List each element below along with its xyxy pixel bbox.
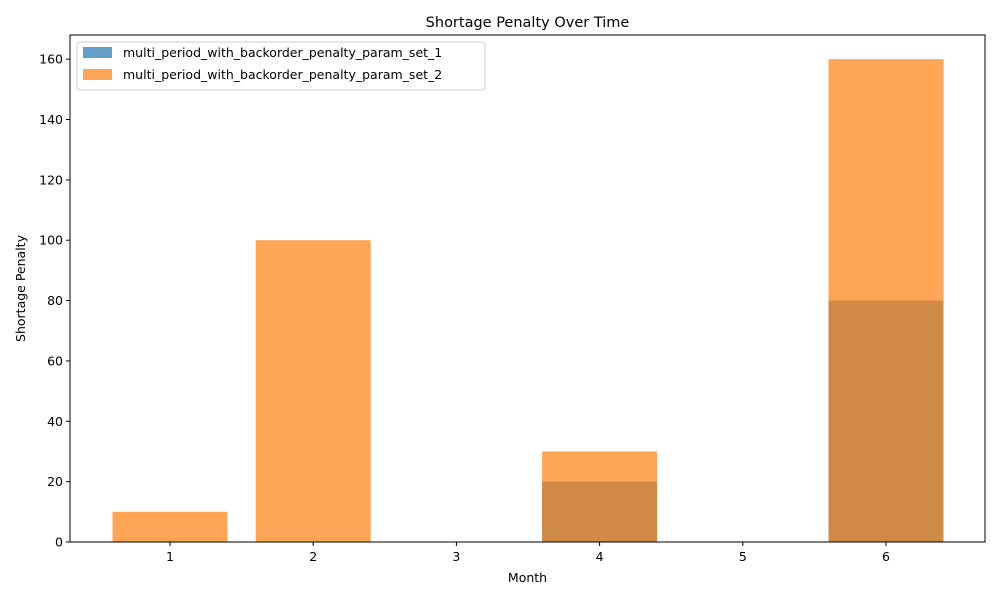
x-tick-label: 2 [309, 549, 317, 564]
bar-series-2-month-1 [112, 511, 228, 542]
y-tick-label: 60 [47, 353, 63, 368]
legend: multi_period_with_backorder_penalty_para… [76, 41, 486, 91]
legend-label-series-2: multi_period_with_backorder_penalty_para… [123, 67, 442, 82]
bars-layer [112, 59, 944, 542]
y-tick-label: 160 [39, 52, 63, 67]
y-tick-label: 80 [47, 293, 63, 308]
x-tick-label: 5 [739, 549, 747, 564]
y-axis-label: Shortage Penalty [13, 234, 28, 342]
legend-label-series-1: multi_period_with_backorder_penalty_para… [123, 45, 442, 60]
y-tick-label: 140 [39, 112, 63, 127]
x-tick-label: 1 [166, 549, 174, 564]
y-tick-label: 0 [55, 535, 63, 550]
bar-series-2-month-6 [828, 59, 944, 542]
x-tick-label: 3 [452, 549, 460, 564]
bar-series-2-month-4 [542, 451, 658, 542]
legend-swatch-series-1 [83, 47, 112, 58]
y-tick-label: 40 [47, 414, 63, 429]
axes-frame [69, 34, 986, 543]
y-tick-label: 100 [39, 233, 63, 248]
x-axis-label: Month [508, 570, 547, 585]
x-tick-label: 4 [596, 549, 604, 564]
y-axis: 0 20 40 60 80 100 120 140 160 [39, 52, 70, 550]
legend-box [76, 41, 486, 91]
y-tick-label: 20 [47, 474, 63, 489]
legend-swatch-series-2 [83, 69, 112, 80]
x-tick-label: 6 [882, 549, 890, 564]
bar-series-2-month-2 [255, 240, 371, 542]
chart-title: Shortage Penalty Over Time [426, 15, 630, 31]
x-axis: 1 2 3 4 5 6 [166, 542, 890, 564]
y-tick-label: 120 [39, 172, 63, 187]
